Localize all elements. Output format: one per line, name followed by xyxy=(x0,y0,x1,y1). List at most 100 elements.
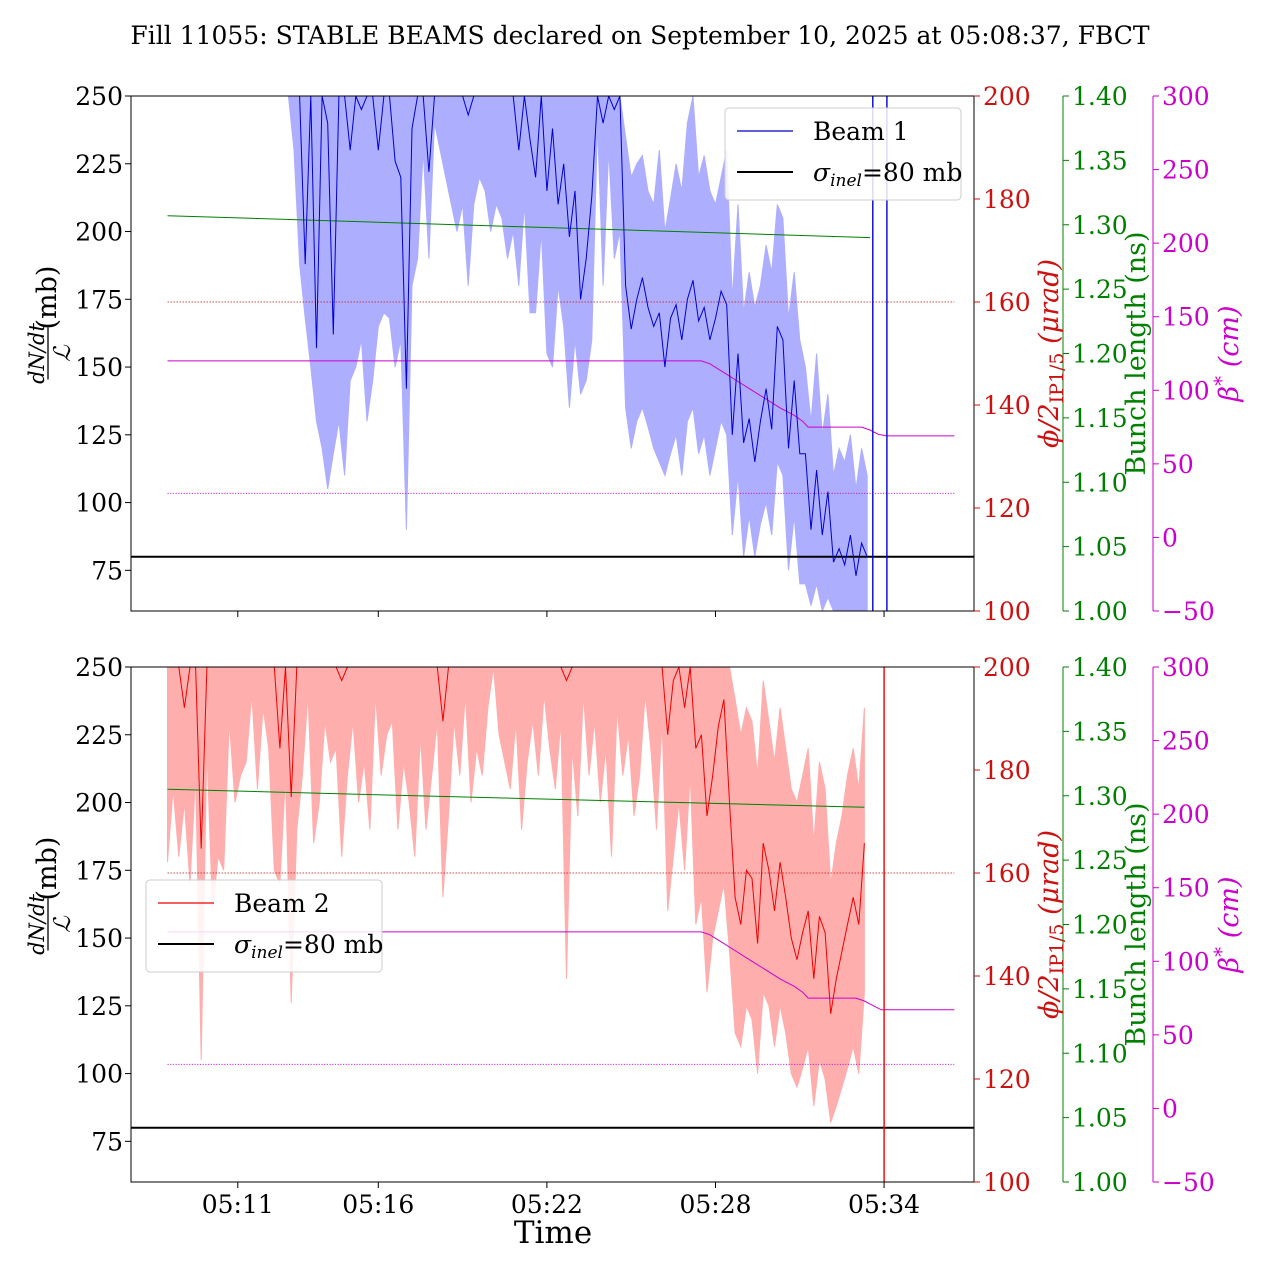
crossing-angle-tick-label: 160 xyxy=(983,288,1031,317)
y-label-unit: (mb) xyxy=(32,266,63,330)
beam1-uncertainty-band xyxy=(287,96,868,611)
crossing-angle-tick-label: 100 xyxy=(983,1168,1031,1197)
beta-star-tick-label: 0 xyxy=(1162,523,1178,552)
y-label-denominator: ℒ xyxy=(50,345,76,362)
plot-frame xyxy=(130,666,975,1183)
crossing-angle-tick-label: 100 xyxy=(983,597,1031,626)
crossing-angle-tick-label: 140 xyxy=(983,962,1031,991)
bunch-length-tick-label: 1.15 xyxy=(1072,975,1128,1004)
beta-star-tick-label: 0 xyxy=(1162,1094,1178,1123)
phi-symbol: ϕ/2 xyxy=(1034,974,1065,1019)
phi-unit: (μrad) xyxy=(1034,830,1065,924)
legend-label-sigma: σinel=80 mb xyxy=(813,158,962,191)
y-label-unit: (mb) xyxy=(32,837,63,901)
crossing-angle-axis-label: ϕ/2IP1/5 (μrad) xyxy=(1034,259,1068,448)
y-label-numerator: dN/dt xyxy=(25,894,49,955)
crossing-angle-axis-label: ϕ/2IP1/5 (μrad) xyxy=(1034,830,1068,1019)
crossing-angle-tick-label: 180 xyxy=(983,185,1031,214)
y-tick-label: 200 xyxy=(75,789,123,818)
bunch-length-tick-label: 1.20 xyxy=(1072,340,1128,369)
beta-symbol: β xyxy=(1214,957,1245,974)
bunch-length-tick-label: 1.20 xyxy=(1072,911,1128,940)
bunch-length-tick-label: 1.25 xyxy=(1072,846,1128,875)
legend-label-sigma: σinel=80 mb xyxy=(234,930,383,963)
bunch-length-tick-label: 1.35 xyxy=(1072,146,1128,175)
y-label-denominator: ℒ xyxy=(50,916,76,933)
beta-star-tick-label: 50 xyxy=(1162,1021,1194,1050)
beta-unit: (cm) xyxy=(1214,306,1245,376)
y-tick-label: 225 xyxy=(75,150,123,179)
beta-symbol: β xyxy=(1214,386,1245,403)
beta-star-tick-label: 100 xyxy=(1162,376,1210,405)
beta-star-tick-label: 150 xyxy=(1162,874,1210,903)
crossing-angle-tick-label: 160 xyxy=(983,859,1031,888)
x-tick-label: 05:34 xyxy=(848,1190,920,1219)
sigma-symbol: σ xyxy=(234,930,252,959)
bunch-length-axis-label: Bunch length (ns) xyxy=(1121,231,1152,475)
bunch-length-tick-label: 1.30 xyxy=(1072,782,1128,811)
beta-star-tick-label: 100 xyxy=(1162,947,1210,976)
bunch-length-tick-label: 1.25 xyxy=(1072,275,1128,304)
bunch-length-tick-label: 1.40 xyxy=(1072,653,1128,682)
sigma-value: =80 mb xyxy=(283,930,383,959)
crossing-angle-tick-label: 120 xyxy=(983,494,1031,523)
y-tick-label: 250 xyxy=(75,82,123,111)
y-label-numerator: dN/dt xyxy=(25,323,49,384)
crossing-angle-tick-label: 200 xyxy=(983,82,1031,111)
y-tick-label: 100 xyxy=(75,489,123,518)
beta-star-tick-label: −50 xyxy=(1162,597,1215,626)
top-panel: 75 100 125 150 175 200 225 250 100 120 140 160 180 20… xyxy=(25,82,1245,626)
x-axis-label: Time xyxy=(514,1215,592,1251)
legend-label-beam1: Beam 1 xyxy=(813,117,909,146)
bunch-length-tick-label: 1.40 xyxy=(1072,82,1128,111)
x-tick-label: 05:11 xyxy=(202,1190,274,1219)
sigma-symbol: σ xyxy=(813,158,831,187)
x-tick-label: 05:16 xyxy=(342,1190,414,1219)
y-tick-label: 175 xyxy=(75,285,123,314)
bunch-length-tick-label: 1.05 xyxy=(1072,533,1128,562)
beta-star-tick-label: 250 xyxy=(1162,156,1210,185)
y-tick-label: 75 xyxy=(91,1127,123,1156)
y-axis-label: dN/dt ℒ (mb) xyxy=(25,266,76,384)
phi-unit: (μrad) xyxy=(1034,259,1065,353)
bunch-length-tick-label: 1.10 xyxy=(1072,468,1128,497)
sigma-subscript: inel xyxy=(830,171,862,191)
beta-star-tick-label: 300 xyxy=(1162,82,1210,111)
legend-label-beam2: Beam 2 xyxy=(234,889,330,918)
y-axis-label: dN/dt ℒ (mb) xyxy=(25,837,76,955)
beta-superscript: * xyxy=(1209,376,1233,386)
crossing-angle-tick-label: 120 xyxy=(983,1065,1031,1094)
x-tick-label: 05:22 xyxy=(511,1190,583,1219)
chart-title: Fill 11055: STABLE BEAMS declared on Sep… xyxy=(130,21,1150,50)
beta-star-line xyxy=(167,360,955,437)
bunch-length-line xyxy=(167,215,871,239)
beam2-uncertainty-band xyxy=(167,667,865,1123)
y-tick-label: 125 xyxy=(75,421,123,450)
y-tick-label: 75 xyxy=(91,556,123,585)
y-tick-label: 100 xyxy=(75,1060,123,1089)
phi-subscript: IP1/5 xyxy=(1046,352,1068,403)
beam1-line xyxy=(288,96,868,576)
bunch-length-tick-label: 1.00 xyxy=(1072,1168,1128,1197)
y-tick-label: 225 xyxy=(75,721,123,750)
bunch-length-axis-label: Bunch length (ns) xyxy=(1121,802,1152,1046)
bunch-length-tick-label: 1.00 xyxy=(1072,597,1128,626)
y-tick-label: 250 xyxy=(75,653,123,682)
beta-star-tick-label: −50 xyxy=(1162,1168,1215,1197)
y-tick-label: 125 xyxy=(75,992,123,1021)
beta-star-tick-label: 200 xyxy=(1162,800,1210,829)
phi-subscript: IP1/5 xyxy=(1046,923,1068,974)
bunch-length-line xyxy=(167,788,865,808)
crossing-angle-tick-label: 180 xyxy=(983,756,1031,785)
beam2-line xyxy=(167,667,865,1014)
beta-star-tick-label: 200 xyxy=(1162,229,1210,258)
beta-star-tick-label: 150 xyxy=(1162,303,1210,332)
sigma-value: =80 mb xyxy=(862,158,962,187)
bunch-length-tick-label: 1.30 xyxy=(1072,211,1128,240)
beta-superscript: * xyxy=(1209,947,1233,957)
bunch-length-tick-label: 1.10 xyxy=(1072,1039,1128,1068)
beta-star-tick-label: 50 xyxy=(1162,450,1194,479)
y-tick-label: 175 xyxy=(75,856,123,885)
beta-star-axis-label: β* (cm) xyxy=(1209,877,1245,974)
